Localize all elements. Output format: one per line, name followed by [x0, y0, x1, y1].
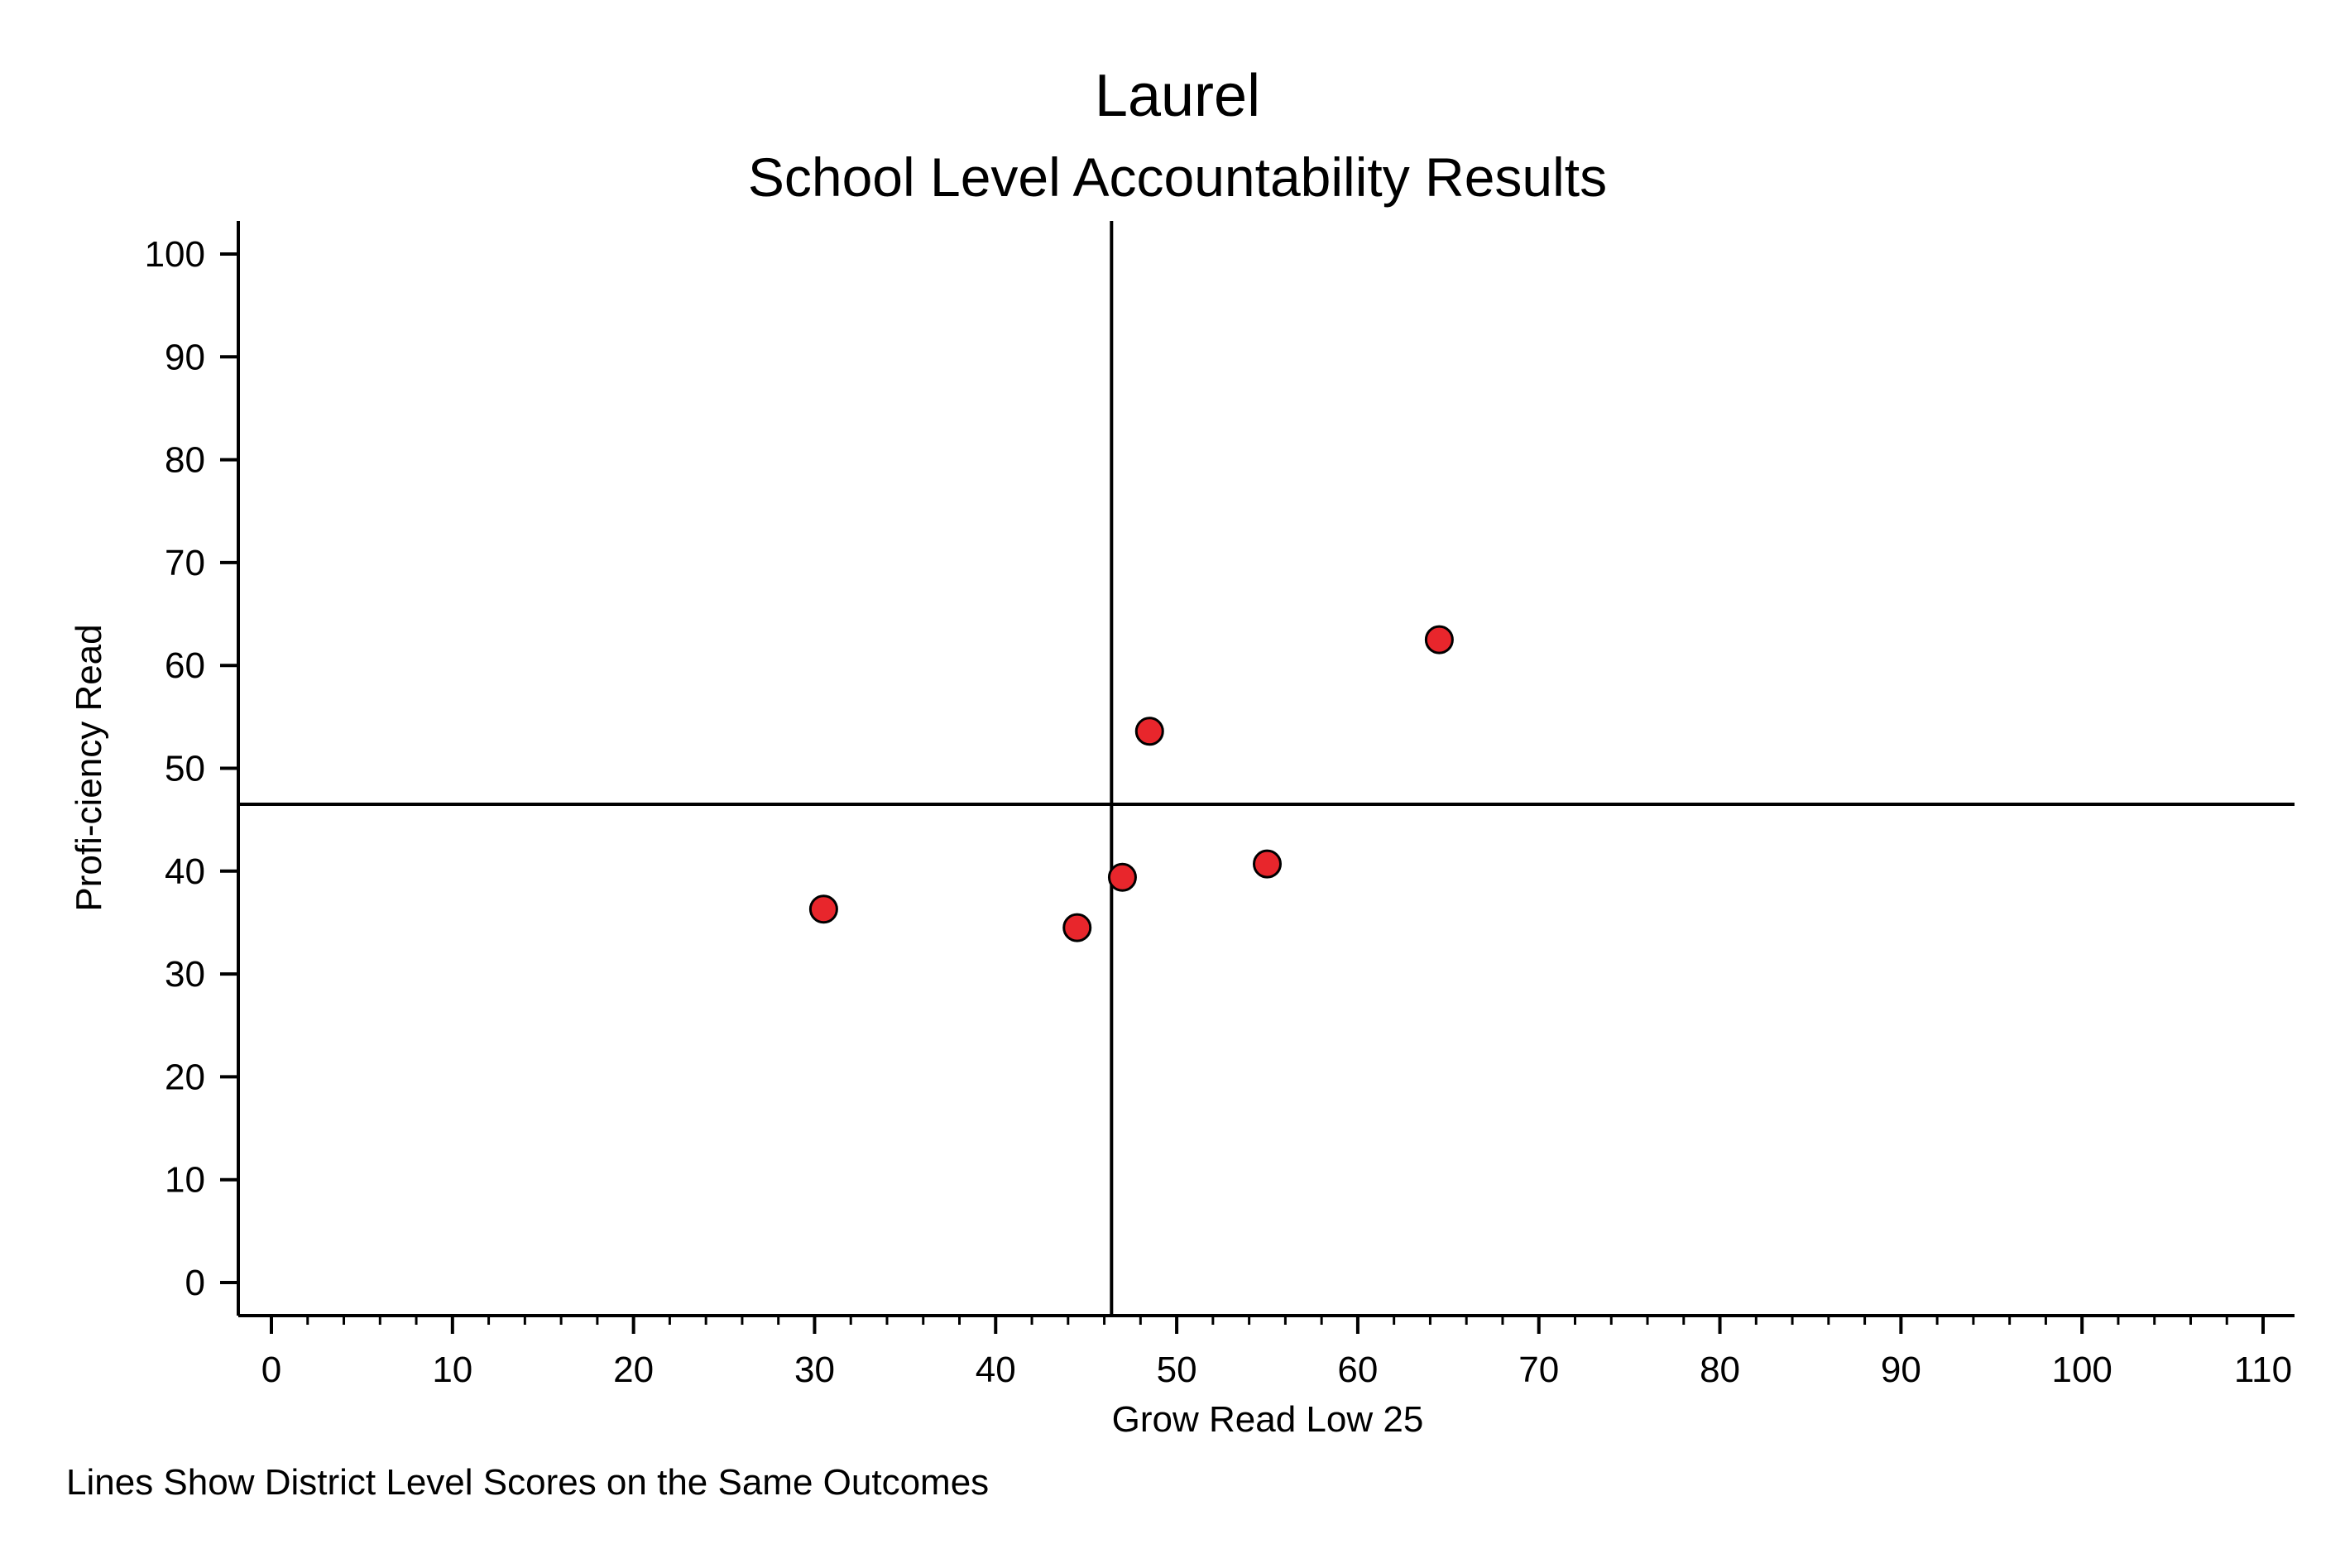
x-tick-label: 50 — [1157, 1350, 1197, 1390]
data-points — [808, 625, 1454, 942]
y-tick-label: 90 — [165, 337, 205, 377]
x-tick-label: 110 — [2234, 1350, 2292, 1390]
y-tick-label: 100 — [145, 234, 205, 275]
y-tick-label: 70 — [165, 543, 205, 583]
y-tick-label: 80 — [165, 440, 205, 481]
data-point — [808, 894, 838, 924]
data-point — [1134, 717, 1164, 746]
y-tick-label: 0 — [185, 1263, 205, 1303]
x-tick-label: 40 — [976, 1350, 1016, 1390]
x-tick-label: 100 — [2051, 1350, 2112, 1390]
chart-subtitle: School Level Accountability Results — [748, 146, 1607, 208]
data-point — [1062, 913, 1092, 942]
y-axis-ticks: 0 10 20 30 40 50 60 70 80 90 100 — [145, 234, 238, 1303]
chart-note: Lines Show District Level Scores on the … — [66, 1462, 989, 1503]
data-point — [1424, 625, 1454, 655]
data-point — [1107, 862, 1137, 892]
y-tick-label: 60 — [165, 645, 205, 686]
y-tick-label: 30 — [165, 954, 205, 995]
x-tick-label: 20 — [613, 1350, 654, 1390]
x-tick-label: 90 — [1881, 1350, 1921, 1390]
y-axis-title: Profi-ciency Read — [69, 624, 109, 911]
x-tick-label: 80 — [1700, 1350, 1740, 1390]
y-tick-label: 20 — [165, 1057, 205, 1097]
data-point — [1253, 849, 1282, 879]
y-tick-label: 40 — [165, 851, 205, 892]
x-tick-label: 60 — [1337, 1350, 1378, 1390]
x-tick-label: 0 — [261, 1350, 281, 1390]
x-tick-label: 30 — [794, 1350, 835, 1390]
x-tick-label: 10 — [432, 1350, 472, 1390]
x-tick-label: 70 — [1518, 1350, 1559, 1390]
chart-title: Laurel — [1095, 63, 1260, 129]
y-tick-label: 50 — [165, 749, 205, 789]
x-axis-title: Grow Read Low 25 — [1112, 1399, 1424, 1440]
y-tick-label: 10 — [165, 1160, 205, 1201]
